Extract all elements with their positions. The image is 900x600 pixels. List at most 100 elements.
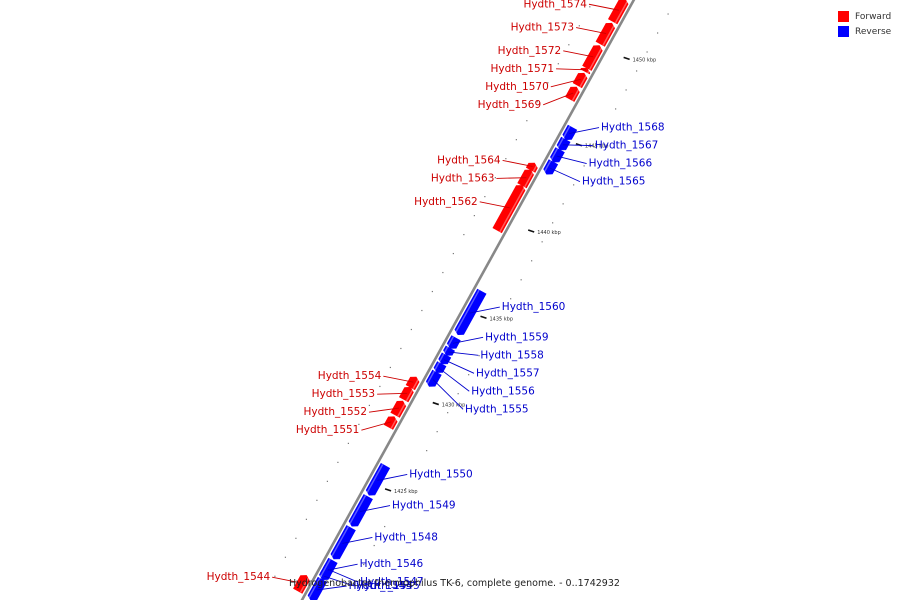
dot-mark	[384, 525, 386, 528]
gene-arrow-highlight	[405, 388, 414, 402]
dot-mark	[568, 44, 570, 46]
gene-label: Hydth_1554	[318, 370, 382, 382]
gene-label: Hydth_1567	[595, 140, 659, 152]
dot-mark	[494, 177, 496, 179]
label-leader	[453, 336, 484, 344]
dot-mark	[578, 25, 580, 27]
dot-mark	[352, 582, 354, 585]
label-leader	[562, 144, 593, 147]
gene-arrow-highlight	[443, 346, 449, 355]
label-leader	[563, 50, 594, 58]
gene-arrow-highlight	[397, 402, 407, 417]
dot-mark	[667, 13, 669, 15]
gene-label: Hydth_1548	[374, 531, 438, 543]
dot-mark	[389, 366, 391, 369]
tick-label: 1425 kbp	[394, 489, 418, 495]
label-leader	[368, 407, 400, 413]
dot-mark	[473, 215, 475, 217]
gene-arrow	[607, 0, 629, 25]
label-leader	[443, 359, 475, 374]
dot-mark	[515, 139, 517, 141]
forward-swatch	[838, 11, 849, 22]
gene-arrow-highlight	[602, 24, 616, 46]
genome-axis-line	[300, 0, 636, 600]
label-leader	[327, 563, 358, 571]
gene-arrow	[446, 335, 461, 349]
gene-arrow	[405, 376, 420, 391]
gene-arrow-highlight	[587, 69, 591, 74]
dot-mark	[347, 442, 349, 444]
dot-mark	[583, 165, 585, 167]
gene-labels: Hydth_1574 Hydth_1573 Hydth_1572 Hydth_1571…	[207, 0, 665, 592]
tick-label: 1430 kbp	[442, 403, 466, 409]
dot-mark	[452, 252, 454, 255]
dot-mark	[468, 374, 470, 376]
label-leader	[556, 68, 587, 71]
dot-mark	[431, 290, 433, 293]
gene-label: Hydth_1545	[356, 580, 420, 592]
gene-label: Hydth_1574	[523, 0, 587, 10]
gene-arrow-highlight	[562, 125, 571, 139]
dot-mark	[358, 423, 360, 426]
dot-mark	[316, 499, 318, 501]
label-leader	[383, 375, 414, 383]
dot-mark	[646, 51, 648, 53]
gene-arrow	[398, 386, 414, 403]
gene-arrow	[390, 400, 407, 418]
label-leader	[316, 585, 347, 591]
dot-mark	[368, 404, 370, 407]
axis-ticks: 1425 kbp 1430 kbp 1435 kbp 1440 kbp 1445 kbp…	[384, 56, 656, 495]
label-leader	[556, 155, 587, 165]
gene-label: Hydth_1568	[601, 122, 665, 134]
dot-mark	[541, 241, 543, 243]
dot-mark	[552, 222, 554, 224]
gene-label: Hydth_1558	[480, 349, 544, 361]
label-leader	[588, 3, 620, 11]
gene-arrow-highlight	[524, 170, 534, 188]
dot-mark	[547, 82, 549, 84]
label-leader	[502, 159, 533, 167]
gene-arrow-highlight	[614, 0, 629, 24]
label-leader	[438, 367, 470, 392]
dot-mark	[484, 196, 486, 198]
dot-mark	[373, 544, 375, 547]
genome-caption: Hydrogenobacter thermophilus TK-6, compl…	[289, 578, 620, 589]
gene-arrow-highlight	[543, 160, 552, 174]
dot-mark	[447, 412, 449, 414]
gene-arrow-highlight	[556, 137, 564, 149]
gene-label: Hydth_1564	[437, 154, 501, 166]
dot-mark	[394, 506, 396, 509]
legend-forward: Forward	[838, 9, 891, 24]
gene-arrow-highlight	[348, 495, 367, 526]
label-leader	[432, 379, 464, 410]
dot-mark	[337, 461, 339, 463]
label-leader	[361, 421, 392, 431]
gene-arrow	[330, 525, 356, 560]
gene-arrow-highlight	[433, 362, 440, 372]
gene-label: Hydth_1572	[498, 45, 562, 57]
gene-arrow-highlight	[454, 289, 480, 334]
dot-mark	[405, 487, 407, 490]
dot-mark	[573, 184, 575, 186]
gene-arrow-highlight	[571, 88, 580, 101]
dot-mark	[657, 32, 659, 34]
dot-mark	[426, 450, 428, 452]
dot-mark	[489, 336, 491, 338]
gene-arrow	[595, 22, 616, 47]
dot-mark	[615, 108, 617, 110]
legend-reverse: Reverse	[838, 24, 891, 39]
gene-arrow-highlight	[390, 417, 398, 429]
gene-label: Hydth_1559	[485, 331, 549, 343]
dot-mark	[274, 575, 276, 577]
label-leader	[568, 127, 600, 135]
dot-mark	[604, 127, 606, 129]
gene-arrow	[348, 494, 373, 527]
strand-legend: Forward Reverse	[838, 9, 891, 39]
gene-arrow	[365, 462, 391, 496]
dot-mark	[594, 146, 596, 148]
label-leader	[324, 575, 355, 587]
gene-arrow-highlight	[532, 164, 538, 172]
gene-arrow-highlight	[412, 378, 420, 390]
label-leader	[550, 78, 581, 88]
